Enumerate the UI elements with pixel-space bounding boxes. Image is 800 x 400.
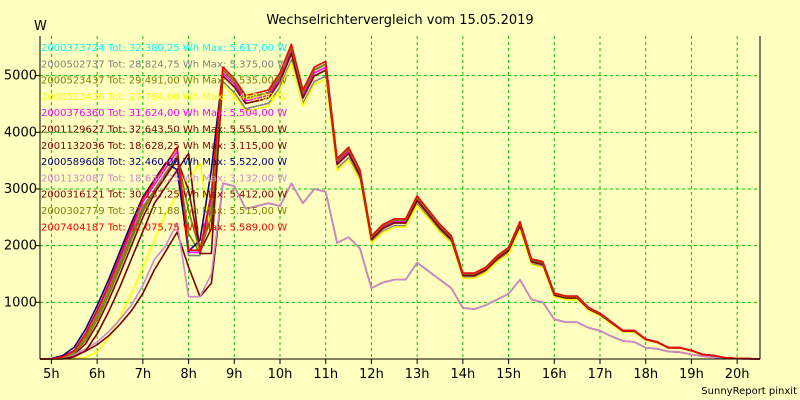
axes: 5h 6h 7h 8h 9h 10h 11h 12h 13h 14h 15h 16h 17h 18h 19h… bbox=[4, 36, 761, 382]
legend-entry-2000316121: 2000316121 Tot: 30.137,25 Wh Max: 5.412,… bbox=[41, 190, 287, 201]
grid-lines bbox=[40, 36, 760, 359]
legend-entry-2000523436: 2000523436 Tot: 27.794,00 Wh Max: 5.468,… bbox=[41, 92, 287, 103]
plot-area bbox=[40, 36, 760, 359]
legend-entry-2000589608: 2000589608 Tot: 32.460,00 Wh Max: 5.522,… bbox=[41, 157, 287, 168]
chart-title: Wechselrichtervergleich vom 15.05.2019 bbox=[266, 13, 533, 28]
y-tick-label: 5000 bbox=[4, 69, 37, 84]
legend-entry-2007404187: 2007404187 Tot: 32.075,75 Wh Max: 5.589,… bbox=[41, 222, 287, 233]
legend-entry-2001132036: 2001132036 Tot: 18.628,25 Wh Max: 3.115,… bbox=[41, 141, 287, 152]
series-lines bbox=[39, 43, 761, 360]
y-tick-label: 4000 bbox=[4, 125, 37, 140]
x-tick-label: 8h bbox=[180, 367, 197, 382]
legend-entry-2000502737: 2000502737 Tot: 28.824,75 Wh Max: 5.375,… bbox=[41, 59, 287, 70]
y-tick-label: 3000 bbox=[4, 182, 37, 197]
legend: 2000373724 Tot: 32.380,25 Wh Max: 5.617,… bbox=[41, 43, 287, 233]
legend-entry-2001132087: 2001132087 Tot: 18.630,25 Wh Max: 3.132,… bbox=[41, 173, 287, 184]
legend-entry-2000302779: 2000302779 Tot: 32.171,88 Wh Max: 5.515,… bbox=[41, 206, 287, 217]
legend-entry-2001129627: 2001129627 Tot: 32.643,50 Wh Max: 5.551,… bbox=[41, 125, 287, 136]
legend-entry-2000523437: 2000523437 Tot: 29.491,00 Wh Max: 5.535,… bbox=[41, 76, 287, 87]
legend-entry-2000376360: 2000376360 Tot: 31.624,00 Wh Max: 5.504,… bbox=[41, 108, 287, 119]
y-tick-label: 1000 bbox=[4, 295, 37, 310]
x-tick-label: 14h bbox=[450, 367, 475, 382]
x-tick-label: 12h bbox=[359, 367, 384, 382]
x-tick-label: 11h bbox=[313, 367, 338, 382]
y-axis-label: W bbox=[34, 19, 47, 34]
x-tick-label: 15h bbox=[496, 367, 521, 382]
footer-credit: SunnyReport pinxit bbox=[701, 386, 797, 397]
x-tick-label: 18h bbox=[633, 367, 658, 382]
x-tick-label: 6h bbox=[89, 367, 106, 382]
x-tick-label: 16h bbox=[542, 367, 567, 382]
series-line-2007404187 bbox=[40, 43, 761, 360]
x-tick-label: 20h bbox=[725, 367, 750, 382]
x-tick-label: 13h bbox=[405, 367, 430, 382]
x-tick-label: 7h bbox=[135, 367, 152, 382]
y-tick-label: 2000 bbox=[4, 239, 37, 254]
x-tick-label: 17h bbox=[588, 367, 613, 382]
x-tick-label: 10h bbox=[268, 367, 293, 382]
legend-entry-2000373724: 2000373724 Tot: 32.380,25 Wh Max: 5.617,… bbox=[41, 43, 287, 54]
x-tick-label: 19h bbox=[679, 367, 704, 382]
series-line-2001132087 bbox=[40, 182, 760, 360]
x-tick-label: 9h bbox=[226, 367, 243, 382]
x-tick-label: 5h bbox=[43, 367, 60, 382]
